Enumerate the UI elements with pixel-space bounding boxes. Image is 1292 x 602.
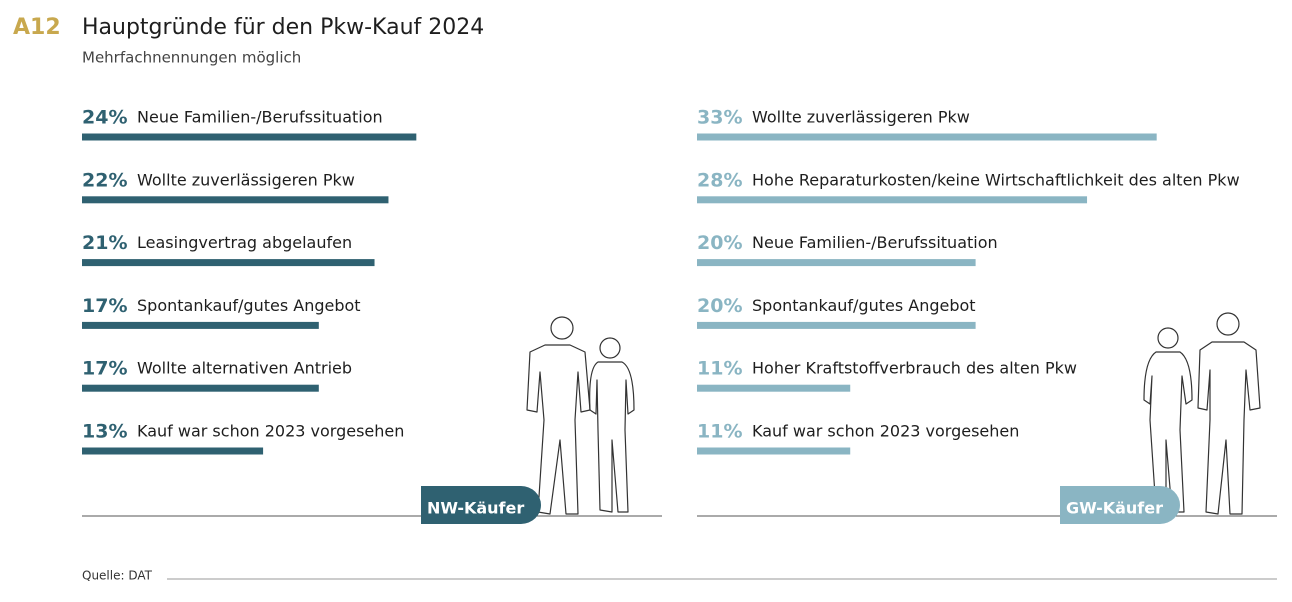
group-label: GW-Käufer	[1066, 499, 1163, 518]
bar	[82, 133, 417, 141]
category-label: Hohe Reparaturkosten/keine Wirtschaftlic…	[752, 170, 1240, 189]
value-label: 33%	[697, 107, 742, 129]
group-badge	[421, 486, 541, 524]
value-label: 24%	[82, 107, 127, 129]
source: Quelle: DAT	[82, 569, 153, 583]
chart-title: Hauptgründe für den Pkw-Kauf 2024	[82, 15, 484, 40]
category-label: Wollte alternativen Antrieb	[137, 359, 352, 378]
bar	[697, 321, 976, 329]
category-label: Wollte zuverlässigeren Pkw	[137, 170, 355, 189]
category-label: Wollte zuverlässigeren Pkw	[752, 108, 970, 127]
group-label: NW-Käufer	[427, 499, 524, 518]
value-label: 11%	[697, 421, 742, 443]
category-label: Leasingvertrag abgelaufen	[137, 233, 352, 252]
value-label: 28%	[697, 169, 742, 191]
bar	[697, 384, 851, 392]
illustration	[1143, 312, 1261, 515]
bar	[697, 259, 976, 267]
chart-subtitle: Mehrfachnennungen möglich	[82, 49, 301, 67]
category-label: Hoher Kraftstoffverbrauch des alten Pkw	[752, 359, 1077, 378]
value-label: 22%	[82, 169, 127, 191]
value-label: 20%	[697, 232, 742, 254]
bar	[82, 259, 375, 267]
value-label: 13%	[82, 421, 127, 443]
bar	[82, 447, 264, 455]
bar	[82, 196, 389, 204]
category-label: Spontankauf/gutes Angebot	[752, 296, 976, 315]
category-label: Neue Familien-/Berufssituation	[752, 233, 998, 252]
category-label: Neue Familien-/Berufssituation	[137, 108, 383, 127]
bar	[697, 447, 851, 455]
figure-label: A12	[13, 15, 61, 40]
value-label: 20%	[697, 295, 742, 317]
bar	[697, 133, 1157, 141]
group-badge	[1060, 486, 1180, 524]
bar	[82, 384, 319, 392]
value-label: 17%	[82, 358, 127, 380]
value-label: 11%	[697, 358, 742, 380]
category-label: Kauf war schon 2023 vorgesehen	[137, 422, 404, 441]
value-label: 21%	[82, 232, 127, 254]
value-label: 17%	[82, 295, 127, 317]
bar	[82, 321, 319, 329]
illustration	[526, 316, 635, 515]
category-label: Spontankauf/gutes Angebot	[137, 296, 361, 315]
category-label: Kauf war schon 2023 vorgesehen	[752, 422, 1019, 441]
bar	[697, 196, 1088, 204]
